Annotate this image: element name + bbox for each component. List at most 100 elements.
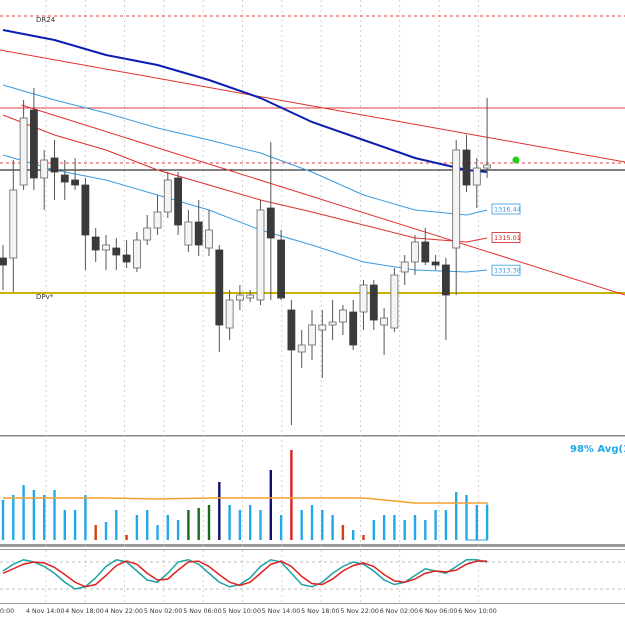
x-tick-label: 0:00 <box>0 608 14 615</box>
trend-line <box>21 104 625 296</box>
panel-separator <box>0 549 625 550</box>
volume-bar <box>115 510 118 540</box>
candle-body <box>266 207 275 239</box>
candle-body <box>318 324 327 331</box>
volume-bar <box>465 495 468 540</box>
volume-bar <box>176 520 180 540</box>
candle-body <box>246 294 255 299</box>
candle-body <box>328 321 337 326</box>
level-label: DR24 <box>36 16 56 24</box>
trend-line <box>0 49 625 163</box>
volume-bar <box>249 505 252 540</box>
volume-bar <box>424 520 427 540</box>
x-tick-label: 4 Nov 18:00 <box>65 608 103 615</box>
price-tag-label: 1313.38 <box>494 267 521 275</box>
candle-body <box>205 229 213 249</box>
volume-bar <box>455 492 458 540</box>
candle-body <box>421 241 430 263</box>
volume-bar <box>197 508 200 540</box>
volume-bar <box>135 515 139 540</box>
volume-bar <box>207 505 211 540</box>
candle-body <box>338 309 347 323</box>
candle-body <box>441 264 450 296</box>
volume-bar <box>146 510 149 540</box>
volume-bar <box>485 505 489 540</box>
volume-bar <box>104 522 108 540</box>
volume-bar <box>352 530 355 540</box>
volume-bar <box>1 500 5 540</box>
volume-bar <box>84 495 87 540</box>
candle-body <box>174 177 183 226</box>
x-tick-label: 6 Nov 10:00 <box>458 608 496 615</box>
x-tick-label: 6 Nov 06:00 <box>419 608 457 615</box>
candle-body <box>163 179 172 213</box>
candle-body <box>29 109 38 179</box>
candle-body <box>225 299 234 329</box>
candle-body <box>40 159 49 179</box>
candle-body <box>184 221 193 246</box>
volume-bar <box>166 515 169 540</box>
price-tag-label: 1316.44 <box>494 206 521 214</box>
x-tick-label: 5 Nov 14:00 <box>262 608 300 615</box>
volume-average <box>3 497 488 504</box>
volume-bar <box>12 495 15 540</box>
candle-body <box>91 236 100 251</box>
volume-bar <box>187 510 190 540</box>
moving-average <box>2 29 488 173</box>
candle-body <box>112 247 121 256</box>
candle-body <box>9 189 18 259</box>
volume-bar <box>413 515 417 540</box>
x-tick-label: 5 Nov 06:00 <box>183 608 221 615</box>
volume-bar <box>94 525 97 540</box>
volume-bar <box>321 510 324 540</box>
volume-bar <box>300 510 303 540</box>
candle-body <box>349 311 358 346</box>
candle-body <box>462 149 471 186</box>
oscillator-line <box>2 560 488 588</box>
volume-bar <box>279 515 283 540</box>
level-label: DPv* <box>36 293 54 301</box>
candle-body <box>19 117 28 186</box>
x-tick-label: 4 Nov 22:00 <box>105 608 143 615</box>
candle-body <box>380 317 389 326</box>
candle-body <box>400 261 409 273</box>
candle-body <box>472 167 481 186</box>
price-marker <box>512 156 520 164</box>
price-tag <box>491 232 521 244</box>
candle-body <box>143 227 152 241</box>
volume-label: 98% Avg(10 <box>570 444 625 455</box>
volume-bar <box>43 495 46 540</box>
candle-body <box>60 174 69 183</box>
panel-separator <box>0 544 625 547</box>
candle-body <box>277 239 286 299</box>
candle-body <box>431 261 440 266</box>
volume-bar <box>310 505 314 540</box>
x-tick-label: 5 Nov 02:00 <box>144 608 182 615</box>
candle-body <box>256 209 265 301</box>
volume-bar <box>341 525 345 540</box>
candle-body <box>0 257 7 266</box>
volume-bar <box>32 490 36 540</box>
volume-bar <box>53 490 56 540</box>
volume-bar <box>403 520 406 540</box>
volume-bar <box>434 510 437 540</box>
candle-body <box>122 254 131 263</box>
candle-body <box>359 284 368 313</box>
volume-bar <box>238 510 242 540</box>
volume-bar <box>393 515 396 540</box>
volume-bar <box>372 520 375 540</box>
candle-body <box>390 274 399 329</box>
candle-body <box>369 284 378 321</box>
volume-bar <box>331 515 334 540</box>
x-tick-label: 5 Nov 18:00 <box>301 608 339 615</box>
price-tag <box>491 264 521 276</box>
volume-bar <box>228 505 231 540</box>
axis-line <box>0 603 625 604</box>
candle-body <box>235 294 244 301</box>
candle-body <box>81 184 90 236</box>
volume-bar <box>259 510 262 540</box>
moving-average <box>2 84 488 216</box>
candle-body <box>411 241 419 263</box>
candle-body <box>297 344 306 353</box>
